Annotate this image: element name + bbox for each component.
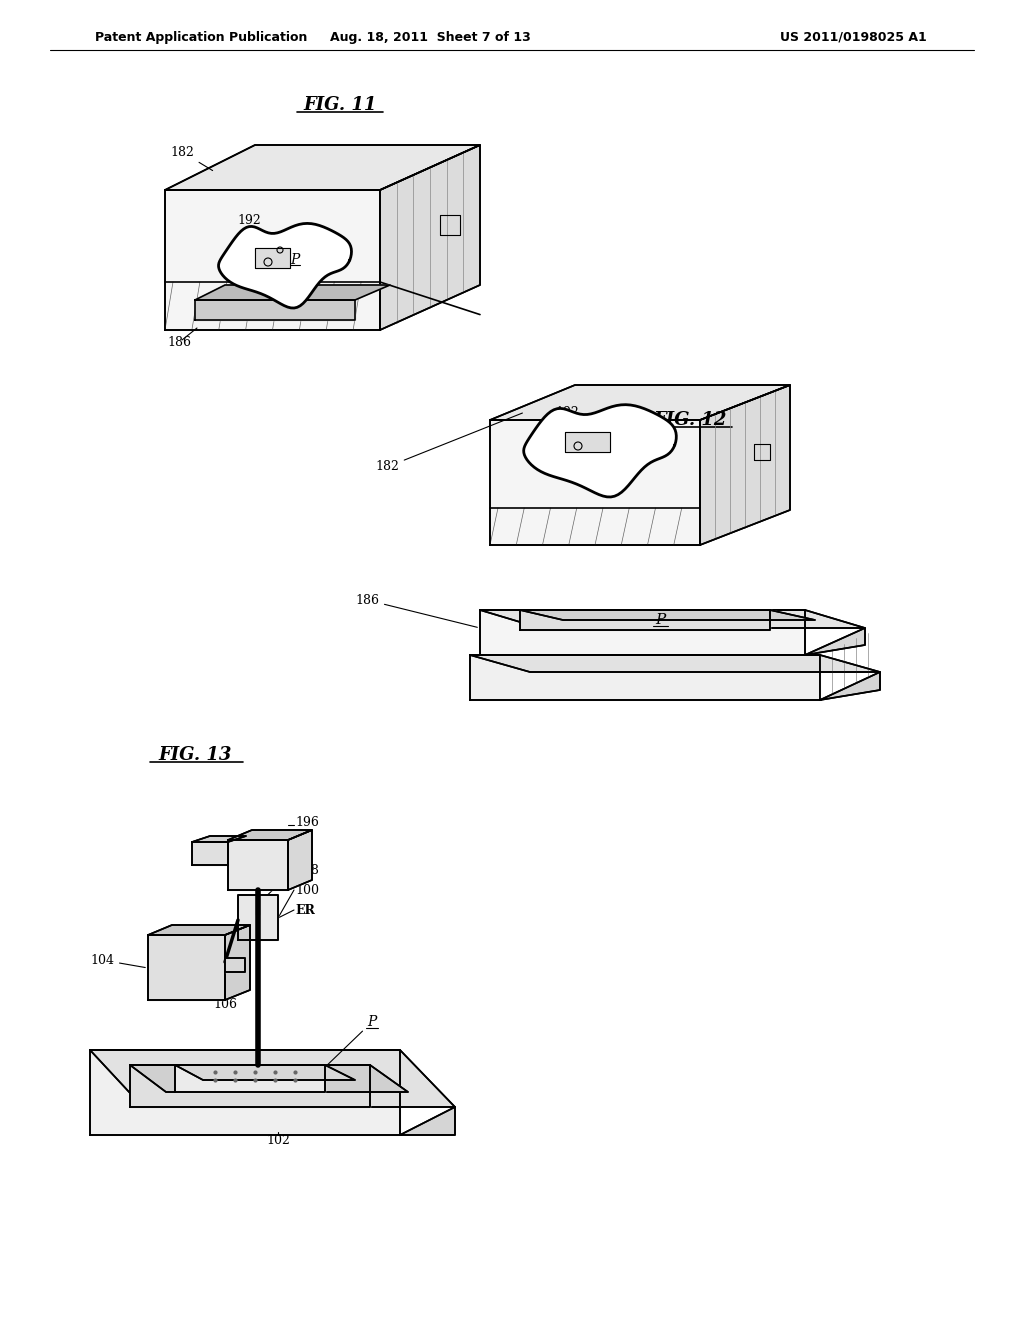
Polygon shape bbox=[228, 840, 288, 890]
Polygon shape bbox=[130, 1065, 408, 1092]
Text: FIG. 11: FIG. 11 bbox=[303, 96, 377, 114]
Polygon shape bbox=[470, 655, 820, 700]
Text: 192: 192 bbox=[237, 214, 263, 243]
Polygon shape bbox=[225, 958, 245, 972]
Polygon shape bbox=[490, 420, 700, 545]
Text: 192: 192 bbox=[555, 405, 579, 428]
Text: P: P bbox=[291, 253, 300, 267]
Text: P: P bbox=[655, 612, 666, 627]
Polygon shape bbox=[193, 842, 228, 865]
Text: 102: 102 bbox=[266, 1134, 290, 1147]
Text: ER: ER bbox=[295, 903, 314, 916]
Polygon shape bbox=[90, 1049, 400, 1135]
Text: 104: 104 bbox=[90, 953, 145, 968]
Polygon shape bbox=[175, 1065, 325, 1092]
Text: Aug. 18, 2011  Sheet 7 of 13: Aug. 18, 2011 Sheet 7 of 13 bbox=[330, 30, 530, 44]
Text: P: P bbox=[322, 1015, 377, 1071]
Polygon shape bbox=[225, 925, 250, 1001]
Text: 186: 186 bbox=[355, 594, 477, 627]
Polygon shape bbox=[520, 610, 770, 630]
Polygon shape bbox=[218, 223, 351, 308]
Text: FIG. 12: FIG. 12 bbox=[653, 411, 727, 429]
Polygon shape bbox=[480, 610, 805, 655]
Polygon shape bbox=[255, 248, 290, 268]
Polygon shape bbox=[148, 925, 250, 935]
Polygon shape bbox=[165, 190, 380, 330]
Polygon shape bbox=[805, 628, 865, 655]
Polygon shape bbox=[380, 145, 480, 330]
Polygon shape bbox=[565, 432, 610, 451]
Polygon shape bbox=[480, 610, 865, 628]
Polygon shape bbox=[238, 895, 278, 940]
Text: US 2011/0198025 A1: US 2011/0198025 A1 bbox=[780, 30, 927, 44]
Polygon shape bbox=[523, 405, 676, 496]
Polygon shape bbox=[820, 672, 880, 700]
Polygon shape bbox=[195, 285, 390, 300]
Polygon shape bbox=[470, 655, 880, 672]
Polygon shape bbox=[520, 610, 815, 620]
Polygon shape bbox=[175, 1065, 355, 1080]
Polygon shape bbox=[288, 830, 312, 890]
Polygon shape bbox=[148, 935, 225, 1001]
Polygon shape bbox=[193, 836, 246, 842]
Polygon shape bbox=[490, 385, 790, 420]
Polygon shape bbox=[228, 830, 312, 840]
Text: 106: 106 bbox=[213, 998, 237, 1011]
Polygon shape bbox=[700, 385, 790, 545]
Text: 100: 100 bbox=[295, 883, 319, 896]
Text: 186: 186 bbox=[167, 337, 191, 350]
Text: Patent Application Publication: Patent Application Publication bbox=[95, 30, 307, 44]
Polygon shape bbox=[90, 1049, 455, 1107]
Polygon shape bbox=[165, 145, 480, 190]
Text: 182: 182 bbox=[170, 145, 213, 170]
Text: FIG. 13: FIG. 13 bbox=[159, 746, 231, 764]
Polygon shape bbox=[195, 300, 355, 319]
Text: 182: 182 bbox=[375, 413, 522, 474]
Text: 198: 198 bbox=[295, 863, 318, 876]
Polygon shape bbox=[130, 1065, 370, 1107]
Polygon shape bbox=[400, 1107, 455, 1135]
Text: 196: 196 bbox=[295, 816, 318, 829]
